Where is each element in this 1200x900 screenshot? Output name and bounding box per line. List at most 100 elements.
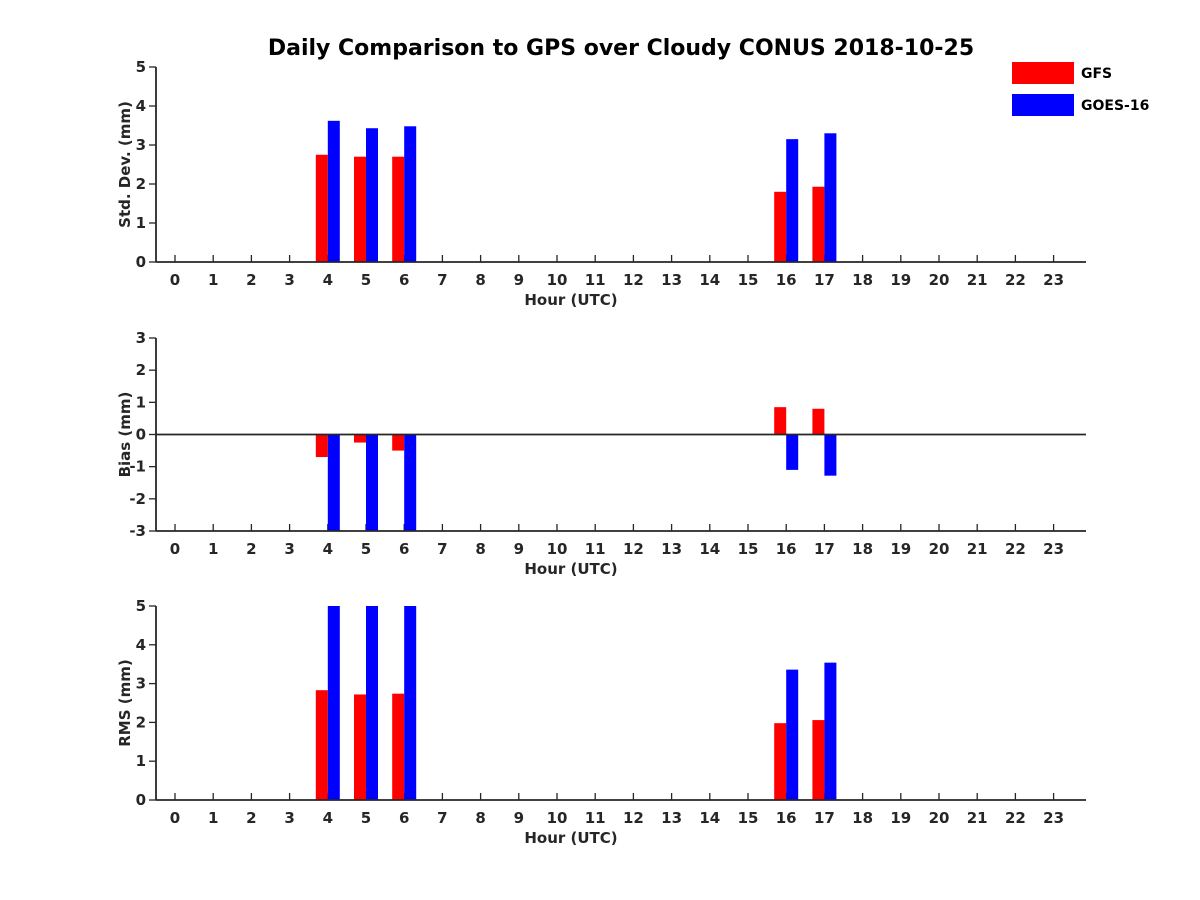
x-tick-label: 3 bbox=[284, 271, 294, 289]
x-tick-label: 13 bbox=[661, 809, 682, 827]
x-tick-label: 10 bbox=[547, 271, 568, 289]
x-tick-label: 2 bbox=[246, 271, 256, 289]
x-tick-label: 16 bbox=[776, 271, 797, 289]
x-tick-label: 22 bbox=[1005, 540, 1026, 558]
x-tick-label: 18 bbox=[852, 809, 873, 827]
bar-gfs-hour-5 bbox=[354, 156, 366, 262]
y-axis-label: Bias (mm) bbox=[116, 392, 134, 478]
x-tick-label: 12 bbox=[623, 271, 644, 289]
bar-goes-16-hour-4 bbox=[327, 606, 340, 800]
x-tick-label: 5 bbox=[361, 809, 371, 827]
x-tick-label: 20 bbox=[929, 809, 950, 827]
x-tick-label: 5 bbox=[361, 540, 371, 558]
x-tick-label: 23 bbox=[1043, 271, 1064, 289]
y-tick-label: 5 bbox=[136, 597, 146, 615]
x-tick-label: 2 bbox=[246, 809, 256, 827]
x-tick-label: 6 bbox=[399, 809, 409, 827]
bar-gfs-hour-6 bbox=[392, 434, 405, 451]
x-tick-label: 19 bbox=[890, 540, 911, 558]
chart-legend: GFS GOES-16 bbox=[1012, 62, 1149, 116]
x-tick-label: 5 bbox=[361, 271, 371, 289]
x-tick-label: 2 bbox=[246, 540, 256, 558]
x-tick-label: 1 bbox=[208, 809, 218, 827]
x-axis-label: Hour (UTC) bbox=[524, 291, 617, 309]
x-tick-label: 17 bbox=[814, 809, 835, 827]
y-tick-label: 4 bbox=[136, 636, 146, 654]
x-tick-label: 13 bbox=[661, 271, 682, 289]
x-tick-label: 19 bbox=[890, 809, 911, 827]
y-tick-label: -3 bbox=[129, 522, 146, 540]
x-tick-label: 11 bbox=[585, 271, 606, 289]
bar-gfs-hour-17 bbox=[812, 408, 825, 435]
bar-goes-16-hour-6 bbox=[404, 606, 417, 800]
x-tick-label: 15 bbox=[738, 271, 759, 289]
x-tick-label: 21 bbox=[967, 809, 988, 827]
x-tick-label: 15 bbox=[738, 809, 759, 827]
bar-gfs-hour-4 bbox=[315, 154, 328, 262]
x-tick-label: 23 bbox=[1043, 809, 1064, 827]
x-tick-label: 21 bbox=[967, 540, 988, 558]
legend-swatch-goes-16 bbox=[1012, 94, 1074, 116]
y-axis-label: RMS (mm) bbox=[116, 659, 134, 746]
bar-gfs-hour-6 bbox=[392, 693, 405, 800]
x-tick-label: 9 bbox=[514, 809, 524, 827]
x-tick-label: 21 bbox=[967, 271, 988, 289]
x-tick-label: 20 bbox=[929, 540, 950, 558]
y-tick-label: 2 bbox=[136, 175, 146, 193]
y-tick-label: 0 bbox=[136, 426, 146, 444]
x-tick-label: 11 bbox=[585, 809, 606, 827]
legend-label-gfs: GFS bbox=[1081, 66, 1112, 82]
bar-goes-16-hour-16 bbox=[786, 139, 799, 262]
bar-goes-16-hour-16 bbox=[786, 669, 799, 800]
x-tick-label: 3 bbox=[284, 809, 294, 827]
y-tick-label: 1 bbox=[136, 393, 146, 411]
bar-gfs-hour-6 bbox=[392, 156, 405, 262]
bar-gfs-hour-4 bbox=[315, 434, 328, 458]
bar-goes-16-hour-5 bbox=[366, 128, 378, 262]
bar-goes-16-hour-17 bbox=[824, 133, 837, 262]
x-tick-label: 3 bbox=[284, 540, 294, 558]
bar-gfs-hour-16 bbox=[774, 723, 787, 800]
bar-gfs-hour-16 bbox=[774, 191, 787, 262]
x-tick-label: 22 bbox=[1005, 809, 1026, 827]
x-tick-label: 14 bbox=[699, 540, 720, 558]
x-tick-label: 16 bbox=[776, 809, 797, 827]
bar-gfs-hour-16 bbox=[774, 407, 787, 435]
x-tick-label: 1 bbox=[208, 271, 218, 289]
x-tick-label: 4 bbox=[323, 809, 333, 827]
x-tick-label: 19 bbox=[890, 271, 911, 289]
x-tick-label: 10 bbox=[547, 540, 568, 558]
x-tick-label: 23 bbox=[1043, 540, 1064, 558]
x-tick-label: 11 bbox=[585, 540, 606, 558]
x-axis-label: Hour (UTC) bbox=[524, 829, 617, 847]
chart-title: Daily Comparison to GPS over Cloudy CONU… bbox=[268, 36, 974, 61]
y-tick-label: -2 bbox=[129, 490, 146, 508]
x-tick-label: 10 bbox=[547, 809, 568, 827]
bar-goes-16-hour-5 bbox=[366, 434, 378, 531]
x-tick-label: 7 bbox=[437, 540, 447, 558]
y-tick-label: 1 bbox=[136, 214, 146, 232]
bar-gfs-hour-5 bbox=[354, 434, 366, 443]
x-tick-label: 4 bbox=[323, 271, 333, 289]
x-tick-label: 7 bbox=[437, 271, 447, 289]
x-tick-label: 6 bbox=[399, 271, 409, 289]
x-tick-label: 8 bbox=[475, 809, 485, 827]
x-tick-label: 1 bbox=[208, 540, 218, 558]
x-tick-label: 0 bbox=[170, 271, 180, 289]
x-tick-label: 9 bbox=[514, 540, 524, 558]
x-tick-label: 14 bbox=[699, 809, 720, 827]
x-tick-label: 7 bbox=[437, 809, 447, 827]
x-tick-label: 14 bbox=[699, 271, 720, 289]
y-tick-label: 0 bbox=[136, 253, 146, 271]
bar-goes-16-hour-17 bbox=[824, 662, 837, 800]
y-tick-label: 4 bbox=[136, 97, 146, 115]
bar-gfs-hour-17 bbox=[812, 720, 825, 800]
y-tick-label: 2 bbox=[136, 713, 146, 731]
x-tick-label: 12 bbox=[623, 809, 644, 827]
y-tick-label: 0 bbox=[136, 791, 146, 809]
y-tick-label: 1 bbox=[136, 752, 146, 770]
x-axis-label: Hour (UTC) bbox=[524, 560, 617, 578]
